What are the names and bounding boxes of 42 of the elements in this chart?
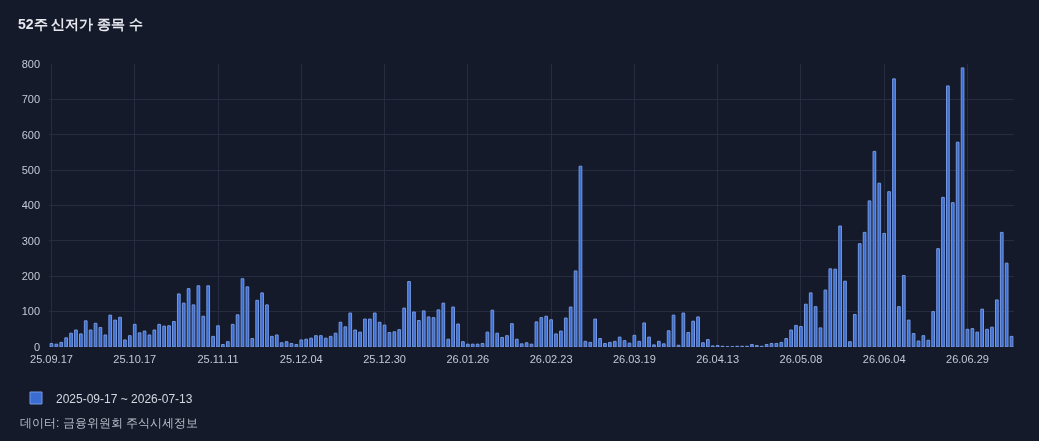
- y-tick-label: 300: [21, 234, 40, 247]
- chart-title: 52주 신저가 종목 수: [18, 15, 144, 32]
- x-tick-label: 26.03.19: [612, 353, 656, 365]
- bar: [142, 330, 147, 347]
- y-tick-label: 400: [21, 199, 40, 212]
- x-tick-label: 26.04.13: [696, 353, 740, 365]
- x-tick-label: 25.12.04: [279, 353, 323, 365]
- bar: [382, 324, 387, 347]
- y-tick-label: 0: [33, 340, 40, 353]
- bar: [338, 321, 343, 347]
- x-tick-label: 25.10.17: [113, 353, 157, 365]
- bar: [284, 341, 289, 347]
- bar: [49, 342, 54, 347]
- x-tick-label: 26.02.23: [529, 353, 573, 365]
- y-tick-label: 800: [21, 57, 40, 70]
- bar: [872, 150, 877, 347]
- x-tick-label: 25.12.30: [363, 353, 406, 365]
- bar: [960, 67, 965, 347]
- bar: [289, 342, 294, 347]
- y-tick-label: 100: [21, 305, 40, 318]
- x-tick-label: 26.06.04: [862, 353, 906, 365]
- bar: [534, 321, 539, 347]
- y-tick-label: 700: [21, 93, 40, 106]
- y-tick-label: 200: [21, 270, 40, 283]
- bar: [98, 327, 103, 347]
- bar: [93, 322, 98, 347]
- x-tick-label: 26.01.26: [446, 353, 490, 365]
- text: 데이터: 금융위원회 주식시세정보: [20, 416, 199, 430]
- bar: [769, 342, 774, 347]
- legend-label: 2025-09-17 ~ 2026-07-13: [56, 391, 193, 406]
- x-tick-label: 25.09.17: [30, 353, 73, 365]
- y-tick-label: 500: [21, 163, 40, 176]
- bar: [240, 278, 245, 347]
- bar: [196, 285, 201, 347]
- bar: [671, 314, 676, 347]
- bar: [578, 165, 583, 347]
- bar: [622, 340, 627, 347]
- bar: [774, 342, 779, 347]
- x-tick-label: 25.11.11: [197, 353, 239, 365]
- y-tick-label: 600: [21, 128, 40, 141]
- x-tick-label: 26.06.29: [946, 353, 989, 365]
- x-tick-label: 26.05.08: [779, 353, 823, 365]
